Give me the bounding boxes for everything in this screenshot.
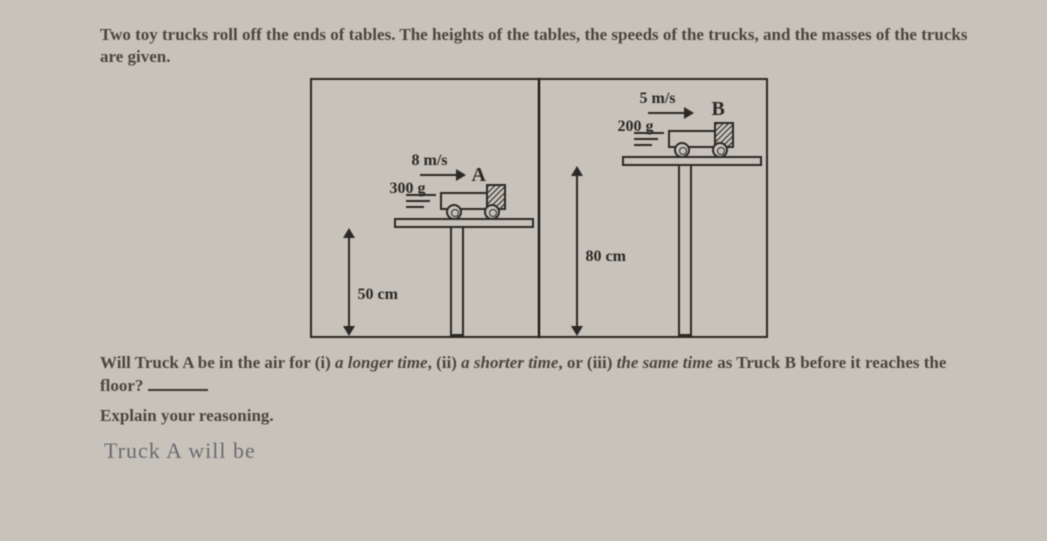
problem-statement: Two toy trucks roll off the ends of tabl…	[100, 24, 977, 68]
question-text: Will Truck A be in the air for (i) a lon…	[100, 352, 977, 398]
table-top-b	[622, 156, 762, 166]
panel-truck-b: 5 m/s B 200 g 80 cm	[538, 78, 768, 338]
table-leg-b	[678, 166, 692, 336]
speed-arrow-b	[648, 112, 692, 114]
height-label-b: 80 cm	[586, 248, 626, 266]
height-dim-b	[576, 168, 578, 334]
truck-icon-b	[668, 122, 748, 148]
truck-label-b: B	[712, 98, 725, 121]
height-label-a: 50 cm	[358, 286, 398, 304]
motion-lines-a	[406, 194, 436, 208]
explain-prompt: Explain your reasoning.	[100, 406, 977, 426]
motion-lines-b	[634, 132, 664, 146]
q-opt1: a longer time	[335, 353, 428, 372]
panel-truck-a: 8 m/s A 300 g 50 cm	[310, 78, 540, 338]
q-pre: Will Truck A be in the air for (i)	[100, 353, 335, 372]
table-top-a	[394, 218, 534, 228]
answer-blank[interactable]	[148, 389, 208, 391]
truck-icon-a	[440, 184, 520, 210]
q-opt2: a shorter time	[461, 353, 558, 372]
speed-label-b: 5 m/s	[640, 90, 676, 108]
q-mid2: , or (iii)	[558, 353, 616, 372]
table-leg-a	[450, 228, 464, 336]
q-mid1: , (ii)	[428, 353, 462, 372]
height-dim-a	[348, 230, 350, 334]
q-opt3: the same time	[617, 353, 713, 372]
speed-arrow-a	[420, 174, 464, 176]
speed-label-a: 8 m/s	[412, 152, 448, 170]
diagram-container: 8 m/s A 300 g 50 cm 5 m/s B 200 g 80 cm	[100, 78, 977, 338]
handwritten-answer: Truck A will be	[104, 438, 977, 464]
